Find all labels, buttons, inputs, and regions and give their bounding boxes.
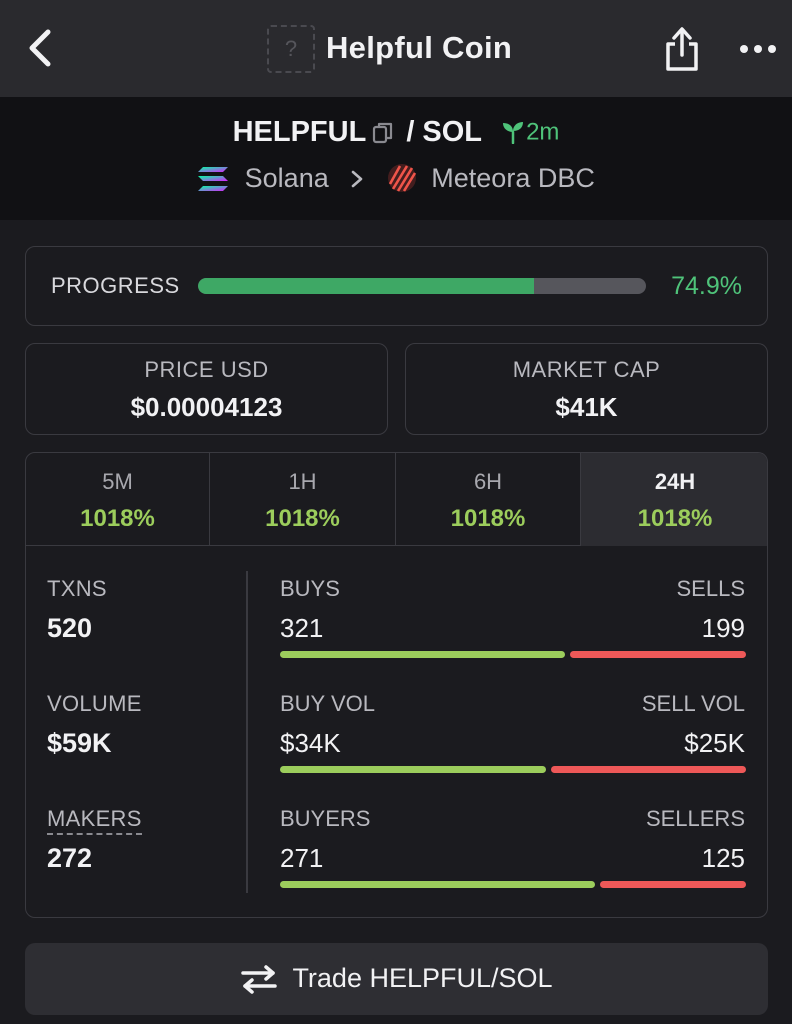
buy-vol-value: $34K: [280, 728, 341, 758]
progress-bar: [198, 278, 646, 294]
buyers-bar: [280, 881, 595, 888]
sells-label: SELLS: [676, 576, 746, 601]
market-cap-label: MARKET CAP: [512, 357, 661, 382]
buys-bar: [280, 651, 565, 658]
sell-vol-label: SELL VOL: [641, 691, 745, 716]
pair-separator: /: [406, 115, 415, 148]
tab-label: 6H: [473, 469, 503, 494]
tab-label: 24H: [654, 469, 696, 494]
trade-button-label: Trade HELPFUL/SOL: [292, 963, 553, 993]
dex-name: Meteora DBC: [431, 162, 595, 193]
seedling-icon: [503, 122, 524, 145]
buys-label: BUYS: [280, 576, 340, 601]
pair-line: HELPFUL / SOL 2m: [0, 115, 792, 149]
tab-24h[interactable]: 24H 1018%: [581, 453, 767, 546]
tab-label: 1H: [288, 469, 317, 494]
back-button[interactable]: [22, 28, 62, 68]
solana-logo-icon: [198, 166, 229, 191]
buy-vol-bar: [280, 766, 546, 773]
sellers-label: SELLERS: [645, 806, 745, 831]
tab-change-value: 1018%: [450, 505, 526, 532]
pair-age: 2m: [526, 118, 560, 146]
tab-change-value: 1018%: [637, 505, 713, 532]
buyers-value: 271: [280, 843, 324, 873]
meteora-logo-icon: [387, 164, 416, 193]
share-button[interactable]: [660, 24, 704, 74]
buy-vol-label: BUY VOL: [280, 691, 375, 716]
sells-value: 199: [701, 613, 745, 643]
column-divider: [246, 571, 248, 893]
dex-link[interactable]: Meteora DBC: [386, 161, 595, 193]
progress-bar-fill: [198, 278, 534, 294]
buys-value: 321: [280, 613, 324, 643]
tab-6h[interactable]: 6H 1018%: [396, 453, 581, 546]
tab-change-value: 1018%: [80, 505, 155, 532]
swap-arrows-icon: [241, 964, 278, 994]
price-usd-value: $0.00004123: [130, 392, 283, 422]
volume-value: $59K: [47, 728, 112, 758]
coin-logo-placeholder: ?: [267, 25, 315, 73]
tab-change-value: 1018%: [265, 505, 340, 532]
market-cap-value: $41K: [555, 392, 618, 422]
more-dots-icon: [740, 45, 776, 53]
price-usd-label: PRICE USD: [144, 357, 269, 382]
chain-line: Solana Meteora DBC: [0, 161, 792, 194]
top-bar: ? Helpful Coin: [0, 0, 792, 97]
progress-value: 74.9%: [671, 272, 742, 300]
txns-value: 520: [47, 613, 93, 643]
sells-bar: [570, 651, 746, 658]
tab-label: 5M: [102, 469, 133, 494]
coin-title: Helpful Coin: [326, 30, 513, 65]
base-symbol: HELPFUL: [232, 115, 367, 148]
sellers-value: 125: [701, 843, 745, 873]
tab-1h[interactable]: 1H 1018%: [210, 453, 396, 546]
copy-icon: [373, 123, 393, 144]
chevron-right-icon: [350, 162, 372, 192]
market-cap-card: MARKET CAP $41K: [405, 343, 768, 435]
sell-vol-bar: [551, 766, 746, 773]
chain-name: Solana: [244, 163, 329, 194]
sellers-bar: [600, 881, 746, 888]
sell-vol-value: $25K: [684, 728, 745, 758]
trade-button[interactable]: Trade HELPFUL/SOL: [25, 943, 768, 1015]
makers-value: 272: [47, 843, 93, 873]
chain-link[interactable]: Solana: [197, 162, 336, 194]
price-usd-card: PRICE USD $0.00004123: [25, 343, 388, 435]
timeframe-stats-card: 5M 1018% 1H 1018% 6H 1018% 24H 1018% TXN…: [25, 452, 768, 918]
progress-label: PROGRESS: [51, 273, 180, 298]
tab-5m[interactable]: 5M 1018%: [26, 453, 210, 546]
timeframe-tabs: 5M 1018% 1H 1018% 6H 1018% 24H 1018%: [26, 453, 767, 546]
back-chevron-icon: [29, 29, 51, 67]
quote-symbol: SOL: [422, 115, 482, 148]
more-options-button[interactable]: [738, 32, 778, 66]
makers-label[interactable]: MAKERS: [47, 806, 142, 835]
share-icon: [666, 27, 698, 71]
progress-card: PROGRESS 74.9%: [25, 246, 768, 326]
trade-button-content: Trade HELPFUL/SOL: [25, 963, 768, 994]
buyers-label: BUYERS: [280, 806, 371, 831]
volume-label: VOLUME: [47, 691, 142, 716]
pair-header: HELPFUL / SOL 2m Solana: [0, 97, 792, 220]
txns-label: TXNS: [47, 576, 107, 601]
copy-address-button[interactable]: [372, 116, 394, 149]
